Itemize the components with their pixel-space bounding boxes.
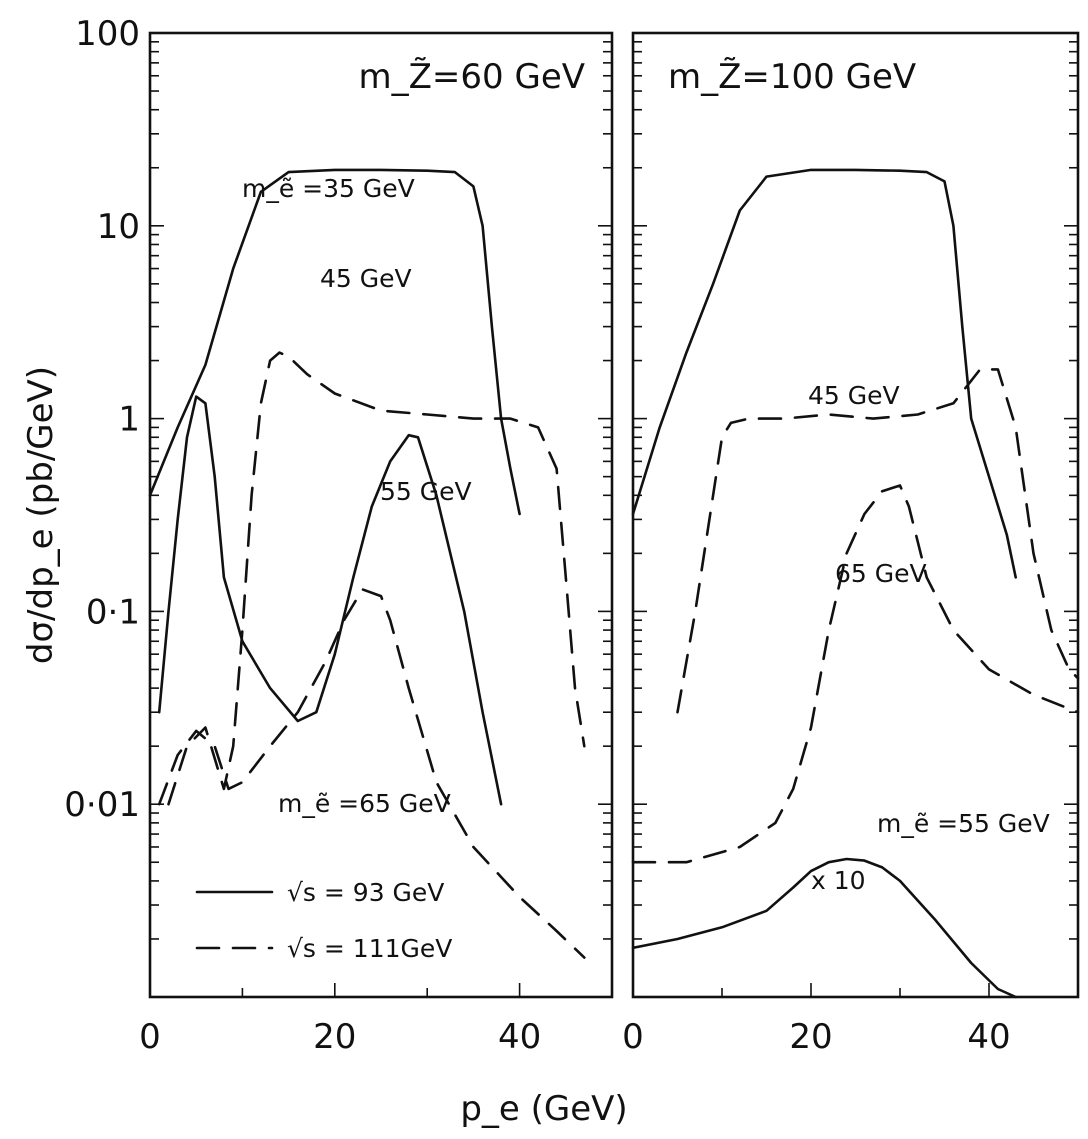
legend-label: √s = 93 GeV (287, 878, 444, 907)
curve-label: 55 GeV (380, 477, 472, 506)
axes-labels: 100 10 1 0·1 0·01 p_e (GeV) dσ/dp_e (pb/GeV) √s… (21, 14, 628, 1129)
y-tick-label: 0·01 (64, 785, 140, 825)
series-line (157, 395, 503, 806)
series-line (631, 168, 1017, 579)
y-axis-title: dσ/dp_e (pb/GeV) (21, 366, 61, 664)
curve-label: 45 GeV (808, 381, 900, 410)
series-line (157, 588, 586, 959)
curve-label: m_ẽ =65 GeV (278, 789, 451, 818)
y-tick-label: 1 (118, 400, 140, 440)
series-line (676, 368, 1080, 714)
x-tick-label: 40 (967, 1017, 1010, 1057)
legend: √s = 93 GeV √s = 111GeV (195, 878, 452, 963)
curve-label: 45 GeV (320, 264, 412, 293)
plot-frame (631, 31, 1080, 999)
y-tick-label: 10 (97, 207, 140, 247)
x-axis-title: p_e (GeV) (460, 1089, 627, 1129)
y-tick-label: 100 (75, 14, 140, 54)
panel-mz-60: 0 20 40 m_Z̃=60 GeV m_ẽ =35 GeV 45 GeV 55 GeV m… (139, 31, 614, 1057)
panel-title: m_Z̃=100 GeV (668, 57, 916, 97)
x-tick-label: 20 (313, 1017, 356, 1057)
curve-label: x 10 (811, 866, 866, 895)
series-line (148, 168, 521, 516)
series-line (631, 484, 1080, 864)
x-tick-label: 20 (789, 1017, 832, 1057)
series-line (631, 857, 1017, 999)
series-line (167, 351, 586, 806)
legend-label: √s = 111GeV (287, 934, 452, 963)
plot-frame (148, 31, 614, 999)
panel-mz-100: 0 20 40 m_Z̃=100 GeV 45 GeV 65 GeV m_ẽ =55 GeV… (622, 31, 1080, 1057)
panel-title: m_Z̃=60 GeV (359, 57, 586, 97)
curve-label: 65 GeV (835, 559, 927, 588)
curve-label: m_ẽ =35 GeV (242, 174, 415, 203)
y-tick-label: 0·1 (86, 592, 140, 632)
x-tick-label: 40 (498, 1017, 541, 1057)
x-tick-label: 0 (622, 1017, 644, 1057)
curve-label: m_ẽ =55 GeV (877, 809, 1050, 838)
x-tick-label: 0 (139, 1017, 161, 1057)
